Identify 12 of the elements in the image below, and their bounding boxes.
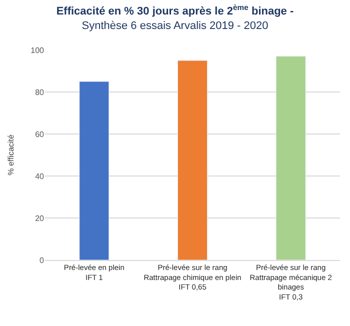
chart-title: Efficacité en % 30 jours après le 2$^{ème}$ binage - [56,3,294,18]
bar [276,56,306,260]
y-tick-label: 60 [35,130,45,139]
bar [79,81,110,260]
chart-subtitle: Synthèse 6 essais Arvalis 2019 - 2020 [82,20,268,32]
y-tick-label: 80 [35,88,45,97]
y-tick-label: 100 [30,46,45,55]
y-tick-label: 40 [35,172,45,181]
y-axis-title: % efficacité [6,134,16,176]
y-tick-label: 20 [35,214,45,223]
bar [178,60,208,260]
y-tick-label: 0 [40,256,45,265]
